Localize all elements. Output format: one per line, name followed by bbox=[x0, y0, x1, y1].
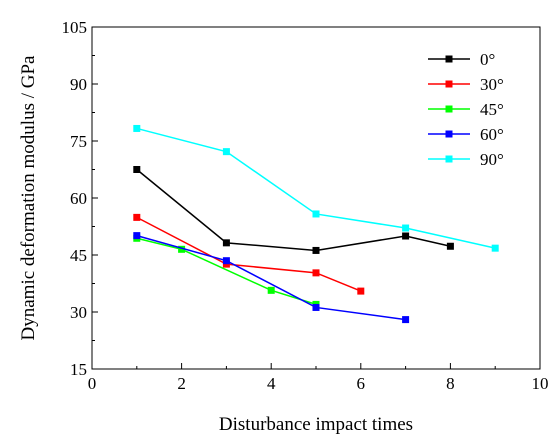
x-axis-title: Disturbance impact times bbox=[219, 414, 413, 435]
legend-item: 0° bbox=[428, 50, 495, 69]
series-line bbox=[136, 234, 406, 321]
series-line bbox=[136, 237, 317, 306]
series-line bbox=[136, 216, 362, 292]
data-point bbox=[133, 166, 141, 173]
x-tick-label: 4 bbox=[267, 374, 276, 393]
legend-item: 90° bbox=[428, 150, 504, 169]
data-point bbox=[312, 210, 320, 218]
series-0 bbox=[133, 166, 454, 254]
x-tick-label: 6 bbox=[357, 374, 366, 393]
series-1 bbox=[133, 213, 365, 295]
legend-label: 90° bbox=[480, 150, 504, 169]
data-point bbox=[491, 244, 499, 252]
legend-item: 45° bbox=[428, 100, 504, 119]
data-point bbox=[222, 239, 230, 247]
legend-label: 30° bbox=[480, 75, 504, 94]
y-tick-label: 15 bbox=[70, 360, 87, 379]
data-point bbox=[133, 213, 141, 221]
legend-label: 60° bbox=[480, 125, 504, 144]
axes bbox=[91, 26, 541, 370]
data-point bbox=[312, 269, 320, 277]
legend-item: 30° bbox=[428, 75, 504, 94]
data-point bbox=[267, 286, 275, 294]
y-axis-title: Dynamic deformation modulus / GPa bbox=[18, 55, 39, 341]
legend-marker bbox=[445, 105, 453, 113]
y-tick-labels: 15 30 45 60 75 90 105 bbox=[62, 18, 88, 379]
data-point bbox=[446, 242, 454, 250]
legend-label: 45° bbox=[480, 100, 504, 119]
x-tick-label: 0 bbox=[88, 374, 97, 393]
data-point bbox=[402, 224, 410, 232]
y-tick-label: 90 bbox=[70, 75, 87, 94]
data-point bbox=[402, 232, 410, 240]
legend-marker bbox=[445, 55, 453, 63]
y-tick-label: 75 bbox=[70, 132, 87, 151]
legend-item: 60° bbox=[428, 125, 504, 144]
y-tick-label: 30 bbox=[70, 303, 87, 322]
tick-marks bbox=[91, 26, 541, 370]
legend-label: 0° bbox=[480, 50, 495, 69]
data-point bbox=[222, 148, 230, 156]
data-point bbox=[312, 246, 320, 254]
legend: 0° 30° 45° 60° 90° bbox=[428, 50, 504, 169]
data-point bbox=[357, 287, 365, 295]
data-point bbox=[402, 316, 410, 324]
x-tick-label: 10 bbox=[532, 374, 549, 393]
y-tick-label: 60 bbox=[70, 189, 87, 208]
data-point bbox=[312, 303, 320, 311]
series-4 bbox=[133, 124, 499, 252]
x-tick-label: 8 bbox=[446, 374, 455, 393]
plot-frame bbox=[91, 26, 541, 370]
data-point bbox=[222, 257, 230, 265]
y-tick-label: 45 bbox=[70, 246, 87, 265]
series-group bbox=[133, 124, 499, 324]
x-tick-label: 2 bbox=[177, 374, 186, 393]
x-tick-labels: 0 2 4 6 8 10 bbox=[88, 374, 549, 393]
series-line bbox=[136, 127, 496, 249]
series-3 bbox=[133, 232, 410, 324]
legend-marker bbox=[445, 80, 453, 88]
data-point bbox=[178, 245, 186, 253]
legend-marker bbox=[445, 130, 453, 138]
legend-marker bbox=[445, 155, 453, 163]
y-tick-label: 105 bbox=[62, 18, 88, 37]
data-point bbox=[133, 232, 141, 240]
data-point bbox=[133, 124, 141, 132]
